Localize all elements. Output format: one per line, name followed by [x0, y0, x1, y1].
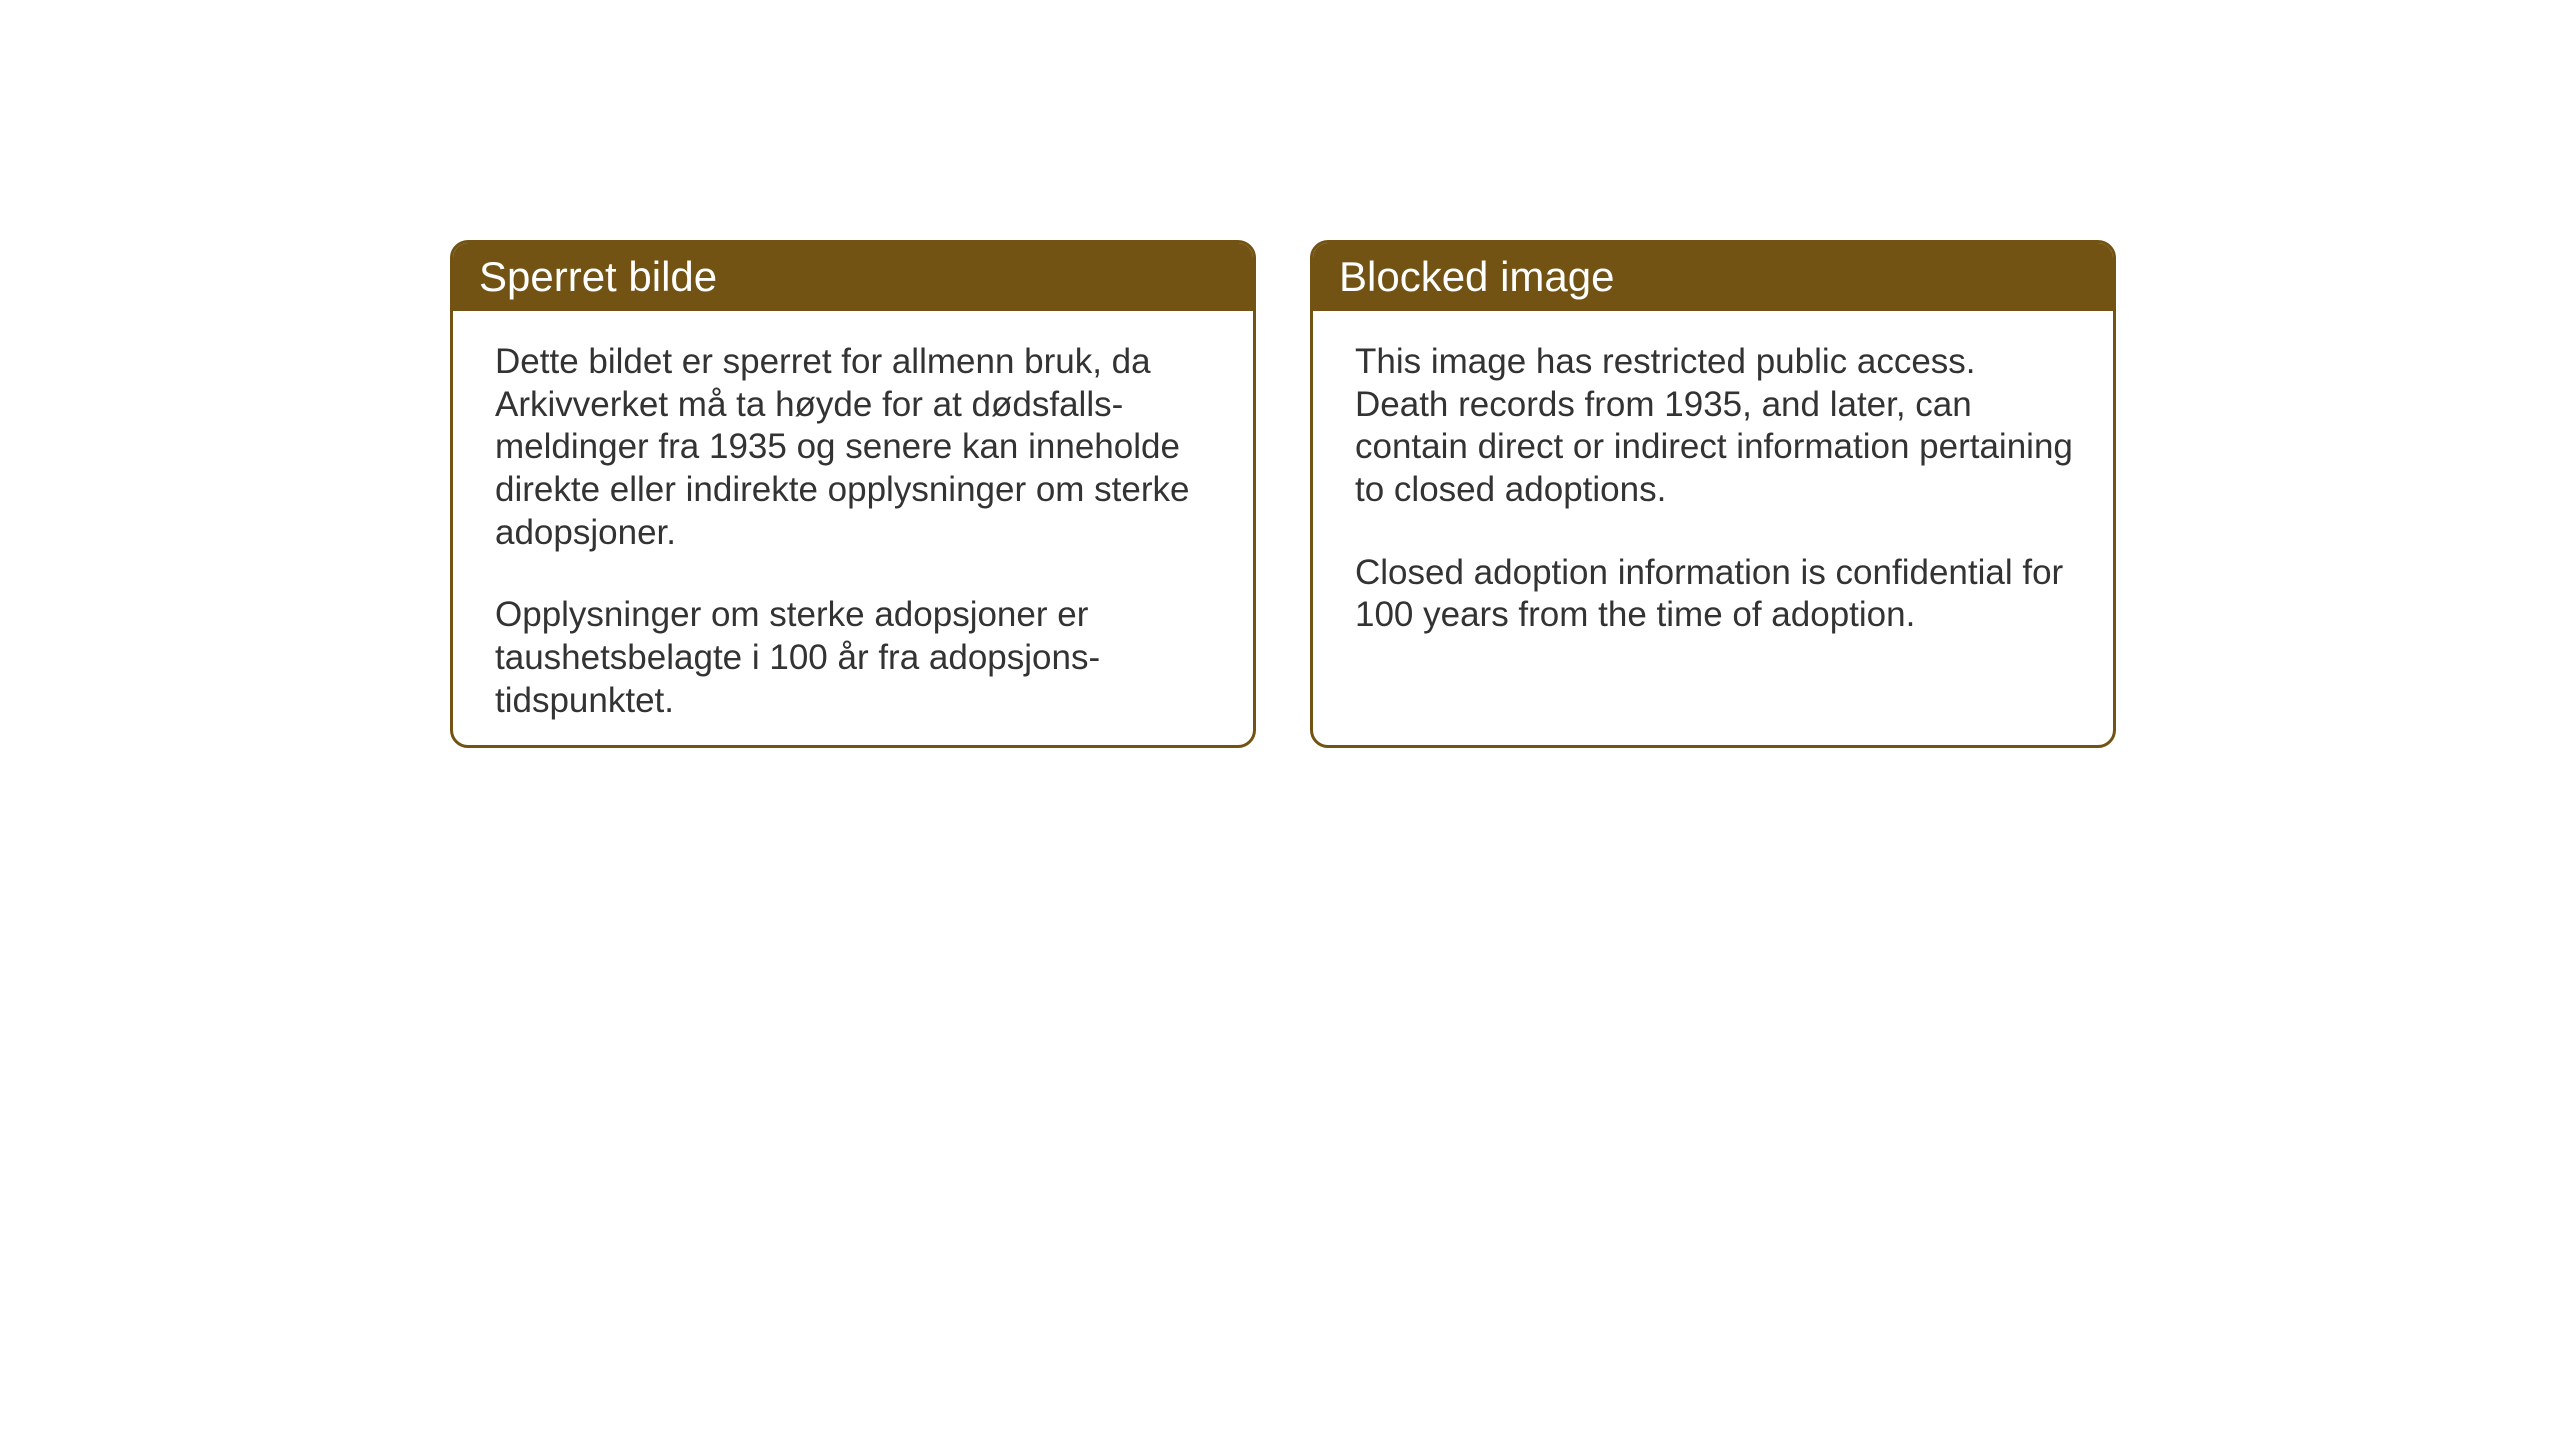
notice-container: Sperret bilde Dette bildet er sperret fo… — [450, 240, 2116, 748]
notice-body-norwegian: Dette bildet er sperret for allmenn bruk… — [453, 311, 1253, 748]
notice-title-norwegian: Sperret bilde — [479, 253, 717, 300]
notice-card-norwegian: Sperret bilde Dette bildet er sperret fo… — [450, 240, 1256, 748]
notice-card-english: Blocked image This image has restricted … — [1310, 240, 2116, 748]
notice-paragraph-2-norwegian: Opplysninger om sterke adopsjoner er tau… — [495, 594, 1213, 722]
notice-title-english: Blocked image — [1339, 253, 1614, 300]
notice-paragraph-1-norwegian: Dette bildet er sperret for allmenn bruk… — [495, 341, 1213, 554]
notice-body-english: This image has restricted public access.… — [1313, 311, 2113, 667]
notice-paragraph-1-english: This image has restricted public access.… — [1355, 341, 2073, 512]
notice-paragraph-2-english: Closed adoption information is confident… — [1355, 552, 2073, 637]
notice-header-english: Blocked image — [1313, 243, 2113, 311]
notice-header-norwegian: Sperret bilde — [453, 243, 1253, 311]
